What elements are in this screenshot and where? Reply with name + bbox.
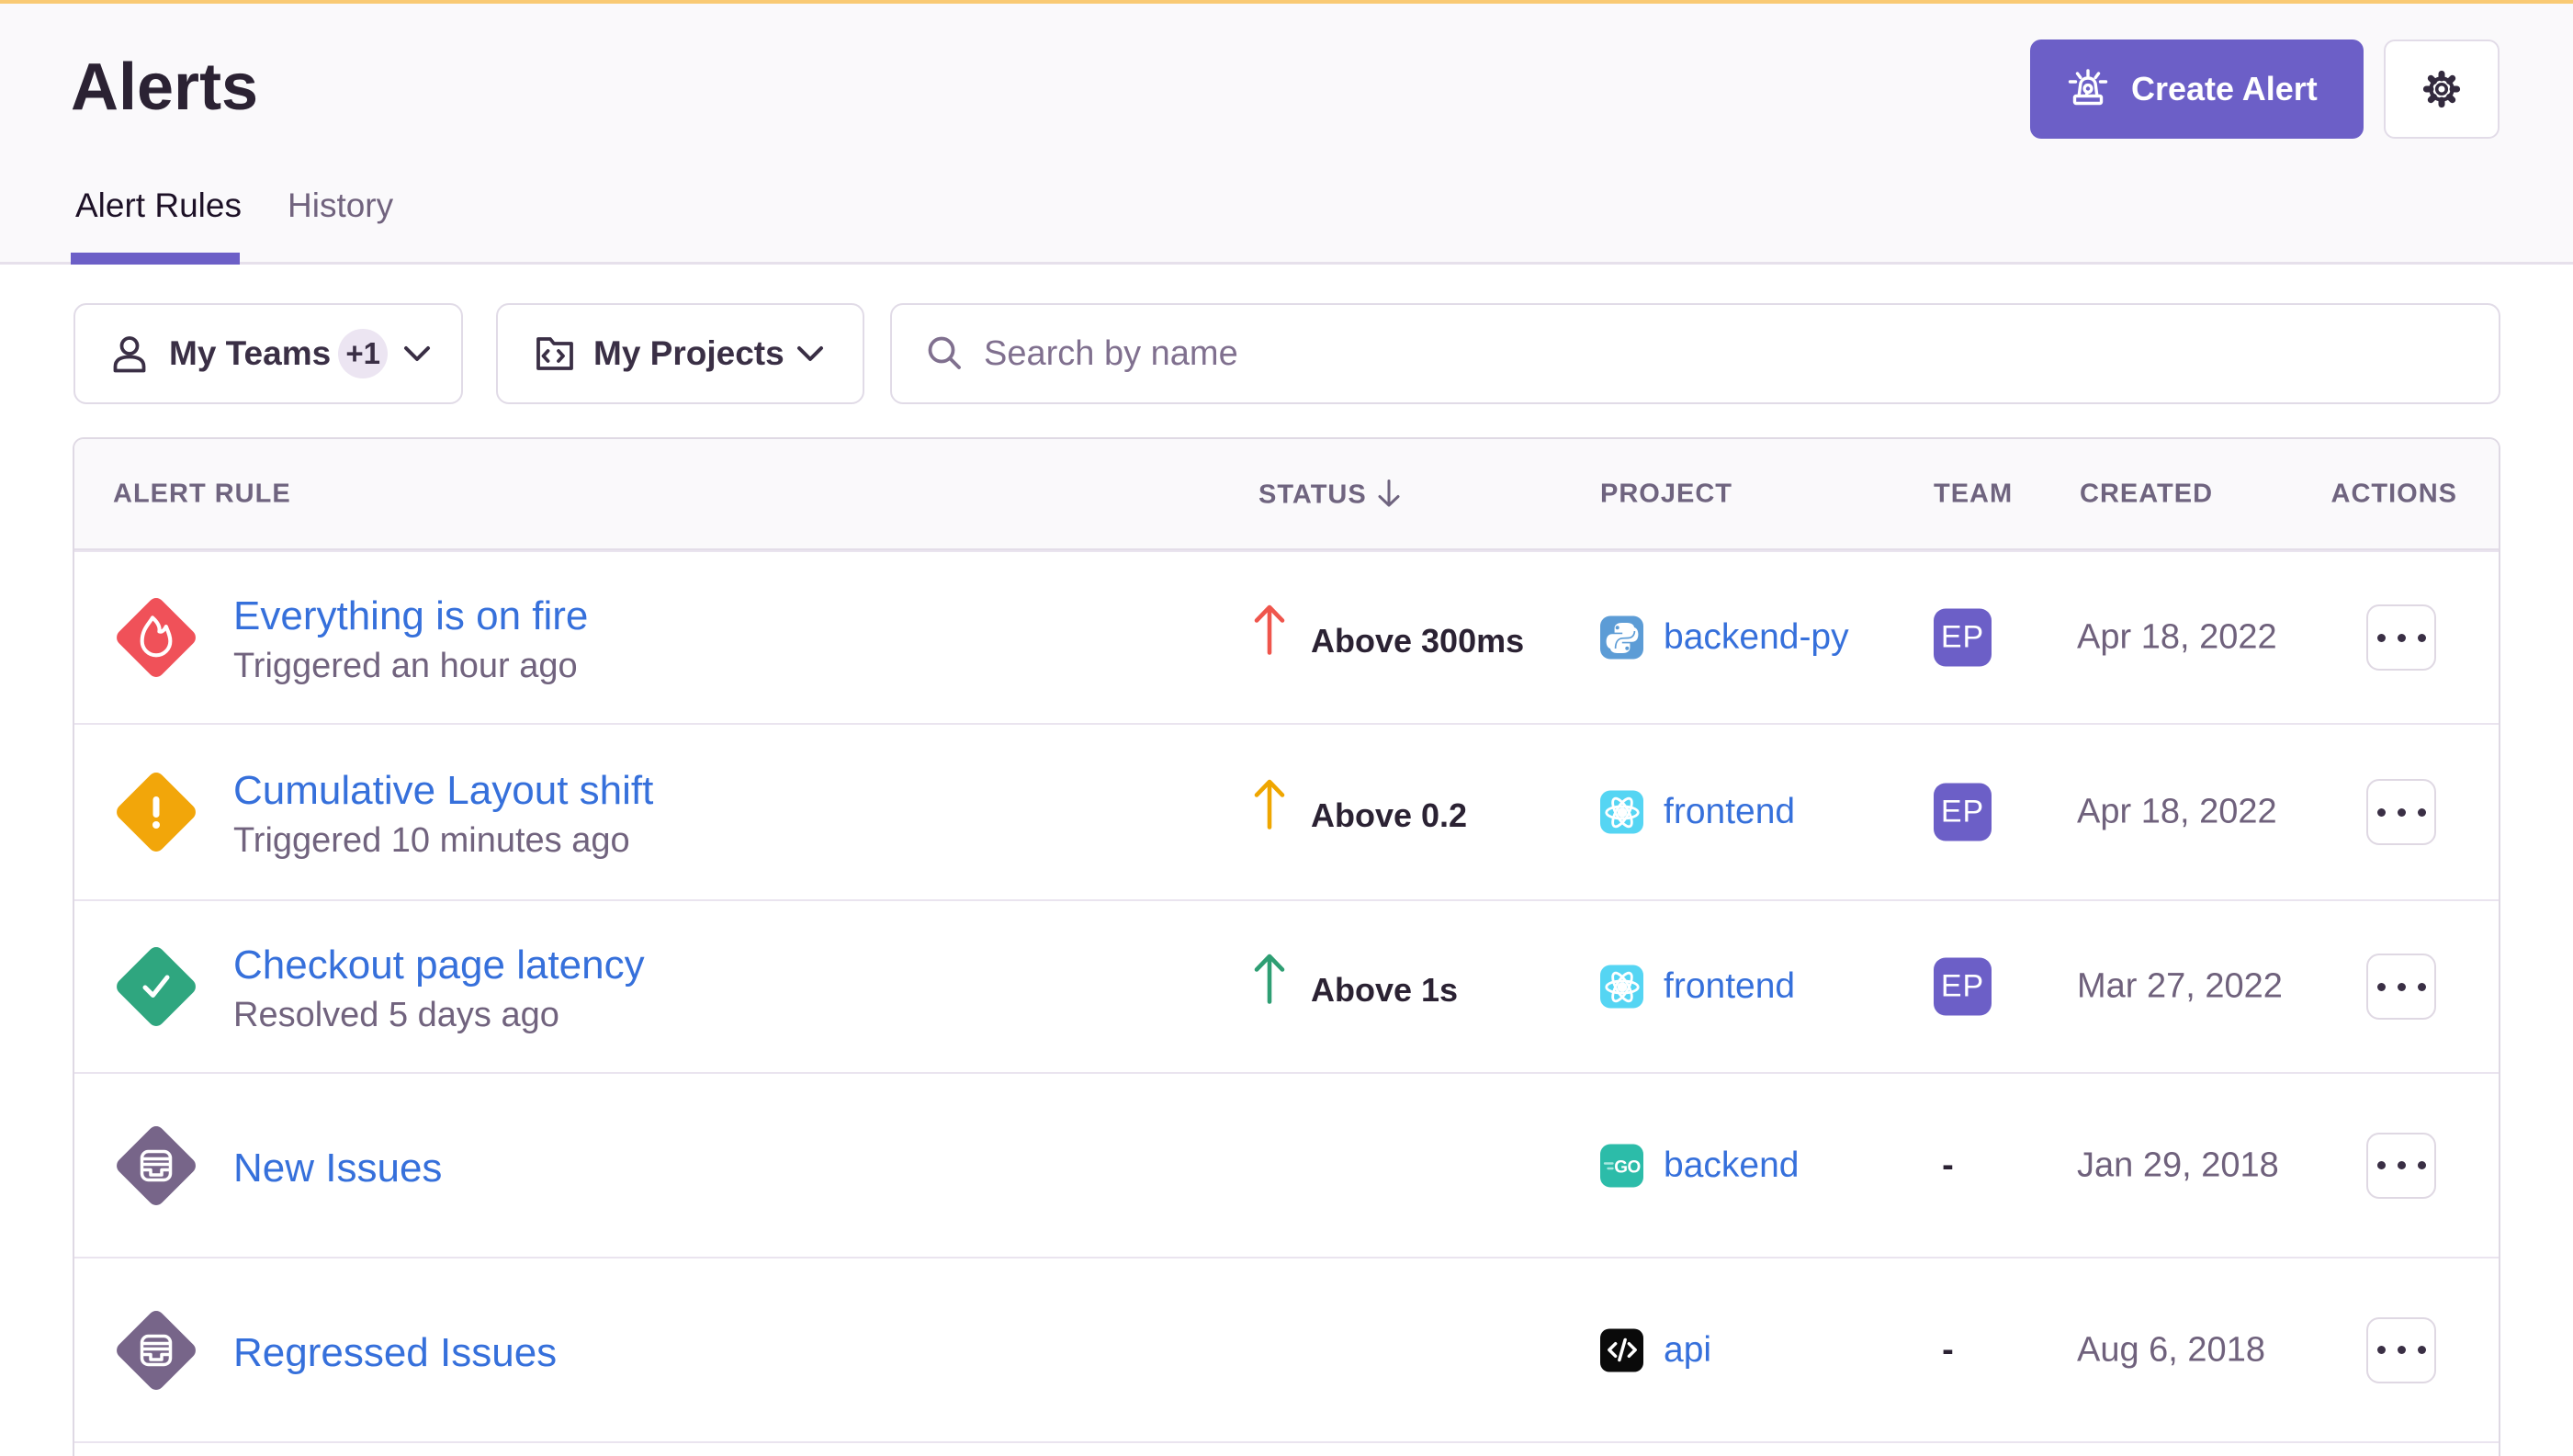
svg-text:GO: GO xyxy=(1614,1157,1641,1177)
